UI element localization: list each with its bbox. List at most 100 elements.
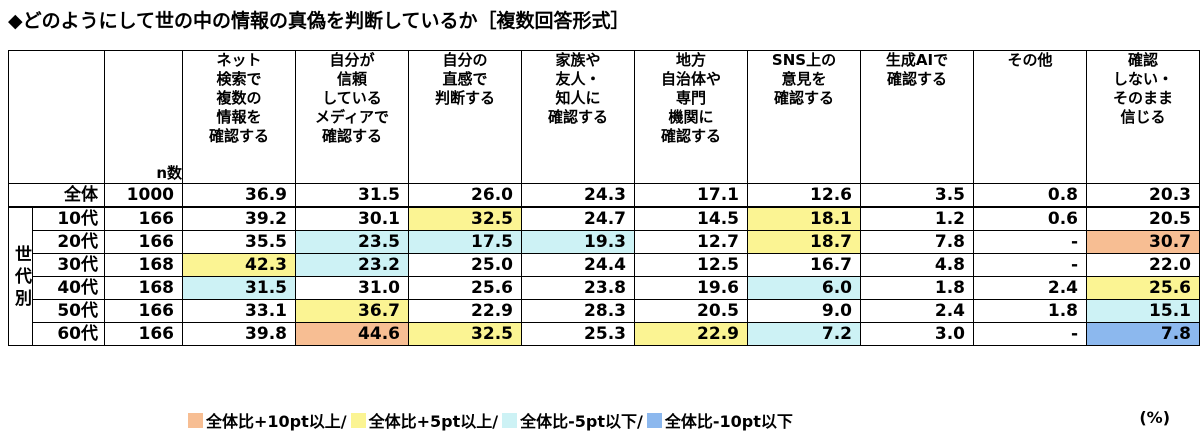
- value-cell: 19.3: [521, 230, 635, 254]
- n-value: 166: [104, 230, 183, 254]
- column-header-line: 自分が: [329, 51, 375, 69]
- column-header: 自分の 直感で 判断する: [408, 50, 522, 184]
- column-header-line: 検索で: [216, 70, 262, 88]
- table-row: 60代 166 39.8 44.6 32.5 25.3 22.9 7.2 3.0-7.8: [9, 322, 1200, 346]
- value-cell: 0.8: [973, 183, 1087, 208]
- value-cell: 30.1: [295, 206, 409, 231]
- value-cell: 0.6: [973, 206, 1087, 231]
- legend-label: 全体比-10pt以下: [664, 412, 793, 431]
- column-header-line: 確認する: [773, 89, 834, 107]
- table-row: 50代 166 33.1 36.7 22.9 28.3 20.5 9.0 2.4 1.8 15.1: [9, 299, 1200, 323]
- column-header-line: 意見を: [781, 70, 827, 88]
- n-value: 168: [104, 253, 183, 277]
- table-row: 40代 168 31.5 31.0 25.6 23.8 19.6 6.0 1.8 2.4 25.6: [9, 276, 1200, 300]
- group-label: 世代別: [8, 206, 33, 346]
- value-cell: 9.0: [747, 299, 861, 323]
- table-row: 20代 166 35.5 23.5 17.5 19.3 12.7 18.7 7.8-30.7: [9, 230, 1200, 254]
- value-cell: 22.9: [408, 299, 522, 323]
- legend: 全体比+10pt以上/全体比+5pt以上/全体比-5pt以下/全体比-10pt以…: [184, 408, 793, 432]
- value-cell: 2.4: [973, 276, 1087, 300]
- value-cell: 32.5: [408, 206, 522, 231]
- column-header-line: 確認する: [886, 70, 947, 88]
- column-header-line: 自治体や: [660, 70, 721, 88]
- column-header-line: 自分の: [442, 51, 488, 69]
- value-cell: 7.8: [860, 230, 974, 254]
- n-value: 166: [104, 322, 183, 346]
- row-label: 全体: [8, 183, 105, 208]
- column-header-line: 確認する: [208, 127, 269, 145]
- n-header: n数: [104, 50, 183, 184]
- value-cell: 28.3: [521, 299, 635, 323]
- value-cell: 23.5: [295, 230, 409, 254]
- column-header-line: メディアで: [315, 108, 389, 126]
- value-cell: 31.5: [295, 183, 409, 208]
- row-label: 10代: [32, 206, 105, 231]
- column-header: 家族や 友人・ 知人に 確認する: [521, 50, 635, 184]
- value-cell: 39.8: [182, 322, 296, 346]
- value-cell: 32.5: [408, 322, 522, 346]
- value-cell: 23.8: [521, 276, 635, 300]
- value-cell: 15.1: [1086, 299, 1200, 323]
- column-header-line: 確認する: [547, 108, 608, 126]
- value-cell: 7.2: [747, 322, 861, 346]
- column-header-line: している: [322, 89, 382, 107]
- legend-swatch: [502, 412, 518, 428]
- column-header-line: 確認する: [660, 127, 721, 145]
- column-header-line: 知人に: [555, 89, 601, 107]
- value-cell: -: [973, 322, 1087, 346]
- n-value: 166: [104, 299, 183, 323]
- column-header-line: 情報を: [216, 108, 262, 126]
- column-header-line: 家族や: [555, 51, 601, 69]
- value-cell: 24.3: [521, 183, 635, 208]
- n-value: 1000: [104, 183, 183, 208]
- value-cell: 20.3: [1086, 183, 1200, 208]
- value-cell: 19.6: [634, 276, 748, 300]
- n-value: 166: [104, 206, 183, 231]
- value-cell: 12.5: [634, 253, 748, 277]
- value-cell: 23.2: [295, 253, 409, 277]
- value-cell: 18.1: [747, 206, 861, 231]
- value-cell: 1.8: [973, 299, 1087, 323]
- legend-swatch: [350, 412, 366, 428]
- value-cell: 12.7: [634, 230, 748, 254]
- value-cell: 4.8: [860, 253, 974, 277]
- value-cell: -: [973, 253, 1087, 277]
- row-label: 40代: [32, 276, 105, 300]
- column-header: 確認 しない・ そのまま 信じる: [1086, 50, 1200, 184]
- value-cell: 30.7: [1086, 230, 1200, 254]
- value-cell: 18.7: [747, 230, 861, 254]
- column-header-line: 信頼: [336, 70, 367, 88]
- column-header-line: 複数の: [216, 89, 262, 107]
- legend-label: 全体比+5pt以上/: [368, 412, 499, 431]
- chart-title: ◆どのようにして世の中の情報の真偽を判断しているか［複数回答形式］: [8, 10, 630, 32]
- value-cell: 1.2: [860, 206, 974, 231]
- value-cell: 42.3: [182, 253, 296, 277]
- value-cell: 3.0: [860, 322, 974, 346]
- column-header-line: 生成AIで: [885, 51, 949, 69]
- value-cell: 22.0: [1086, 253, 1200, 277]
- value-cell: 26.0: [408, 183, 522, 208]
- table-row: 全体 1000 36.9 31.5 26.0 24.3 17.1 12.6 3.5 0.8 20.3: [8, 183, 1200, 208]
- value-cell: 25.6: [408, 276, 522, 300]
- legend-swatch: [188, 412, 203, 428]
- legend-label: 全体比-5pt以下/: [520, 412, 643, 431]
- row-label: 20代: [32, 230, 105, 254]
- column-header-line: 確認する: [321, 127, 382, 145]
- column-header-line: 専門: [675, 89, 706, 107]
- value-cell: 39.2: [182, 206, 296, 231]
- column-header-line: ネット: [216, 51, 262, 69]
- value-cell: 24.4: [521, 253, 635, 277]
- column-header: ネット 検索で 複数の 情報を 確認する: [182, 50, 296, 184]
- table-body: 全体 1000 36.9 31.5 26.0 24.3 17.1 12.6 3.5 0.8 20.3…: [8, 183, 1200, 346]
- column-header-line: 地方: [675, 51, 706, 69]
- value-cell: 25.0: [408, 253, 522, 277]
- value-cell: 7.8: [1086, 322, 1200, 346]
- value-cell: 35.5: [182, 230, 296, 254]
- column-header-line: 確認: [1127, 51, 1158, 69]
- value-cell: 14.5: [634, 206, 748, 231]
- column-header-line: 判断する: [434, 89, 495, 107]
- value-cell: -: [973, 230, 1087, 254]
- n-value: 168: [104, 276, 183, 300]
- column-header: その他: [973, 50, 1087, 184]
- value-cell: 24.7: [521, 206, 635, 231]
